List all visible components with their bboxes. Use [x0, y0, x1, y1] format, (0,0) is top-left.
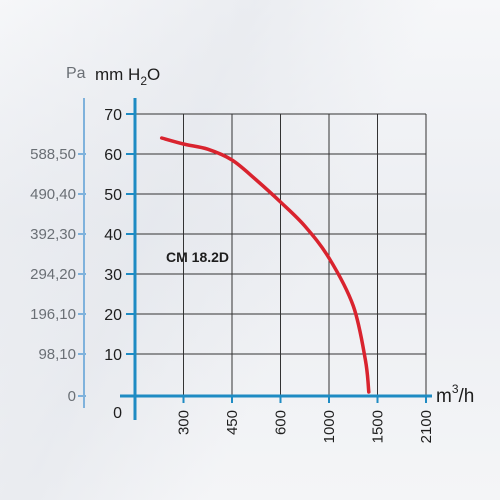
- y-tick-label-pa: 294,20: [30, 266, 76, 283]
- axes: [78, 98, 432, 420]
- y-tick-label-pa: 0: [68, 388, 76, 405]
- performance-curve: [159, 136, 371, 394]
- mmh2o-unit-label: mm H2O: [95, 65, 160, 88]
- y-tick-label-mmh2o: 60: [104, 147, 122, 164]
- curve-layer: [159, 136, 371, 394]
- y-tick-label-mmh2o: 20: [104, 307, 122, 324]
- x-tick-label: 1000: [321, 410, 338, 443]
- x-tick-label: 2100: [418, 410, 435, 443]
- labels: Pa mm H2O m3/h CM 18.2D 0 10 20 30 40 50 60 70 0…: [30, 65, 474, 443]
- y-tick-label-pa: 490,40: [30, 186, 76, 203]
- y-tick-label-mmh2o: 30: [104, 267, 122, 284]
- x-tick-label: 1500: [370, 410, 387, 443]
- y-tick-label-pa: 98,10: [38, 346, 76, 363]
- y-tick-label-mmh2o: 0: [113, 405, 122, 422]
- model-annotation: CM 18.2D: [166, 249, 229, 265]
- y-tick-label-mmh2o: 40: [104, 227, 122, 244]
- y-tick-label-pa: 588,50: [30, 146, 76, 163]
- y-tick-label-mmh2o: 10: [104, 347, 122, 364]
- x-tick-label: 300: [176, 410, 193, 435]
- pa-unit-label: Pa: [66, 65, 86, 82]
- y-tick-label-mmh2o: 70: [104, 107, 122, 124]
- y-tick-label-mmh2o: 50: [104, 187, 122, 204]
- x-unit-label: m3/h: [436, 382, 474, 407]
- x-tick-label: 450: [224, 410, 241, 435]
- y-tick-label-pa: 392,30: [30, 226, 76, 243]
- x-tick-label: 600: [273, 410, 290, 435]
- y-tick-label-pa: 196,10: [30, 306, 76, 323]
